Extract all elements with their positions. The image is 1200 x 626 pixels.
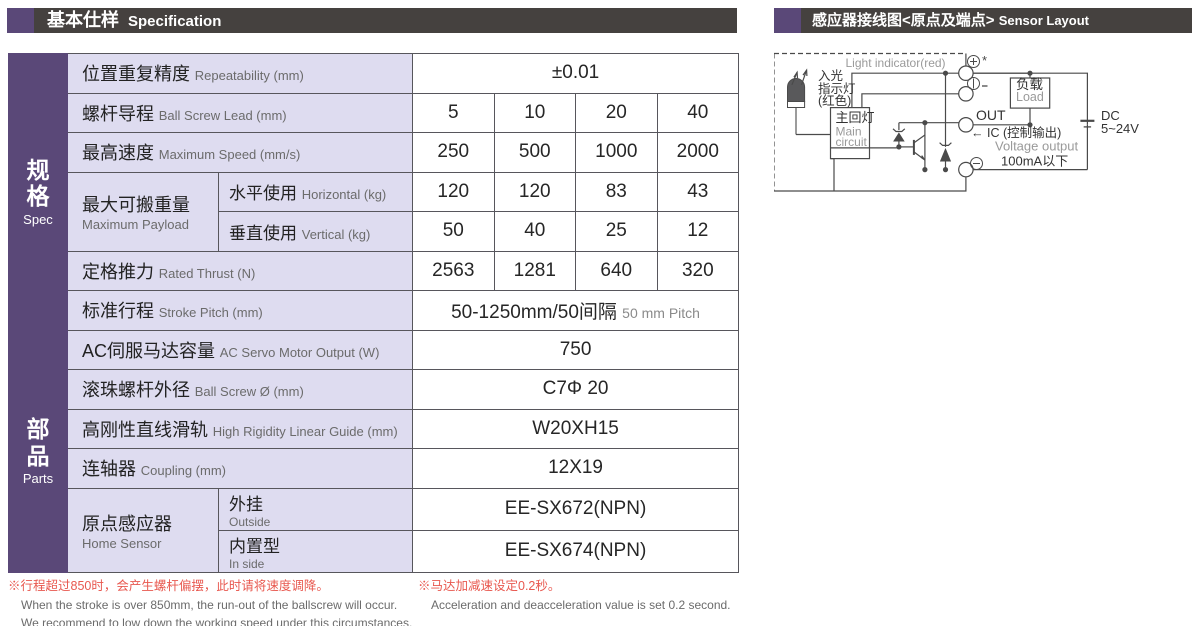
svg-text:Light indicator(red): Light indicator(red): [846, 56, 946, 70]
svg-text:5~24V: 5~24V: [1101, 121, 1139, 136]
svg-text:(红色): (红色): [818, 93, 851, 108]
svg-text:主回灯: 主回灯: [836, 110, 875, 125]
svg-text:Load: Load: [1016, 90, 1044, 104]
svg-text:*: *: [982, 53, 987, 68]
svg-text:入光: 入光: [818, 69, 843, 83]
svg-text:100mA以下: 100mA以下: [1001, 153, 1068, 168]
svg-text:Voltage output: Voltage output: [995, 139, 1079, 154]
svg-text:circuit: circuit: [836, 135, 868, 149]
svg-text:OUT: OUT: [976, 107, 1006, 123]
